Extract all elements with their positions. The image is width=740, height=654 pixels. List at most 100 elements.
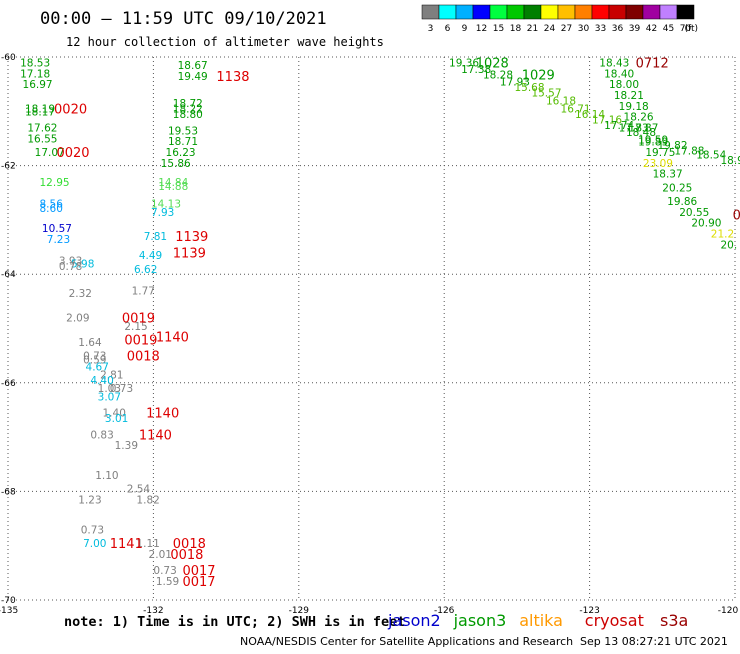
legend-label: 24 (544, 24, 556, 34)
swh-value-label: 0.78 (59, 261, 82, 273)
pass-time-label: 1138 (216, 70, 249, 85)
pass-time-label: 0 (733, 208, 740, 223)
swh-value-label: 2.09 (66, 313, 89, 325)
swh-value-label: 4.40 (90, 375, 113, 387)
pass-time-label: 0018 (170, 548, 203, 563)
legend-swatch (625, 4, 644, 20)
swh-value-label: 19.59 (638, 135, 668, 147)
swh-value-label: 1.77 (132, 285, 155, 297)
legend-swatch (455, 4, 474, 20)
swh-value-label: 17.62 (27, 123, 57, 135)
pass-time-label: 0712 (636, 56, 669, 71)
swh-value-label: 18.48 (626, 127, 656, 139)
legend-label: 33 (595, 24, 606, 34)
swh-value-label: 2.01 (149, 549, 172, 561)
swh-value-label: 10.57 (42, 223, 72, 235)
legend-swatch (676, 4, 695, 20)
swh-value-label: 4.49 (139, 250, 162, 262)
swh-value-label: 8.60 (40, 203, 63, 215)
grid (7, 56, 736, 601)
swh-value-label: 0.73 (153, 565, 176, 577)
swh-value-label: 18.72 (173, 98, 203, 110)
swh-value-label: 17.83 (619, 123, 649, 135)
swh-value-label: 12.95 (40, 177, 70, 189)
legend-label: 39 (629, 24, 641, 34)
swh-value-label: 0.73 (110, 383, 133, 395)
swh-value-label: 16.18 (546, 95, 576, 107)
y-tick-label: -66 (1, 379, 16, 389)
swh-value-label: 0.73 (81, 524, 104, 536)
legend-swatch (574, 4, 593, 20)
pass-time-label: 1140 (156, 331, 189, 346)
legend-swatch (659, 4, 678, 20)
swh-value-label: 19.86 (667, 196, 697, 208)
swh-value-label: 3.93 (59, 256, 82, 268)
pass-time-label: 1029 (522, 68, 555, 83)
pass-time-label: 0019 (124, 333, 157, 348)
swh-value-label: 6.62 (134, 264, 157, 276)
legend-label: 36 (612, 24, 624, 34)
legend-swatch (506, 4, 525, 20)
swh-value-label: 2.54 (127, 484, 151, 496)
mission-label: jason2 (387, 611, 441, 630)
swh-value-label: 3.07 (98, 391, 121, 403)
swh-value-label: 17.18 (20, 68, 50, 80)
y-tick-label: -64 (1, 270, 16, 280)
legend-swatch (557, 4, 576, 20)
swh-value-label: 0.83 (90, 429, 113, 441)
pass-time-label: 0020 (54, 103, 87, 118)
swh-value-label: 18.17 (25, 106, 55, 118)
swh-value-label: 16.55 (27, 133, 57, 145)
swh-value-label: 14.13 (151, 199, 181, 211)
pass-time-label: 0018 (173, 537, 206, 552)
swh-value-label: 2.15 (124, 321, 147, 333)
swh-value-label: 18.53 (20, 57, 50, 69)
y-axis-ticks: -60 -62 -64 -66 -68 -70 (1, 53, 16, 606)
mission-label: altika (519, 611, 563, 630)
swh-value-label: 1.11 (136, 538, 159, 550)
swh-value-label: 18.40 (604, 68, 634, 80)
swh-value-label: 7.23 (47, 234, 70, 246)
legend-unit: (ft) (684, 24, 698, 34)
swh-value-label: 1.82 (136, 495, 159, 507)
swh-value-label: 18.67 (178, 60, 208, 72)
swh-value-label: 18.37 (653, 169, 683, 181)
swh-value-label: 16.14 (575, 109, 605, 121)
swh-value-label: 1.64 (78, 337, 102, 349)
swh-value-label: 17.88 (674, 145, 704, 157)
swh-value-label: 17.93 (500, 76, 530, 88)
legend-swatch (438, 4, 457, 20)
swh-value-label: 15.57 (531, 87, 561, 99)
swh-value-label: 18.19 (25, 104, 55, 116)
swh-value-label: 3.01 (105, 413, 128, 425)
pass-time-label: 0018 (127, 350, 160, 365)
mission-label: s3a (660, 611, 688, 630)
legend-label: 30 (578, 24, 590, 34)
swh-value-label: 18.28 (483, 69, 513, 81)
swh-value-label: 16.23 (166, 147, 196, 159)
swh-value-label: 19.82 (657, 140, 687, 152)
x-tick-label: -132 (143, 606, 163, 616)
swh-value-label: 8.56 (40, 199, 64, 211)
swh-value-label: 17.87 (628, 123, 658, 135)
legend-label: 12 (476, 24, 487, 34)
swh-value-label: 1.10 (95, 470, 118, 482)
x-tick-label: -123 (579, 606, 599, 616)
pass-time-label: 0017 (182, 575, 215, 590)
chart-subtitle: 12 hour collection of altimeter wave hei… (66, 35, 384, 49)
legend-label: 3 (428, 24, 434, 34)
swh-value-label: 18.9 (720, 155, 740, 167)
swh-value-label: 0.73 (83, 351, 106, 363)
swh-value-label: 20. (720, 239, 737, 251)
swh-value-label: 16.71 (561, 104, 591, 116)
pass-time-label: 0020 (56, 146, 89, 161)
swh-value-label: 18.26 (624, 112, 654, 124)
swh-value-label: 1.23 (78, 495, 101, 507)
swh-value-label: 20.25 (662, 182, 692, 194)
swh-value-label: 4.67 (86, 362, 109, 374)
swh-value-label: 23.09 (643, 158, 673, 170)
swh-value-label: 19.49 (178, 71, 208, 83)
swh-value-label: 7.00 (83, 538, 106, 550)
